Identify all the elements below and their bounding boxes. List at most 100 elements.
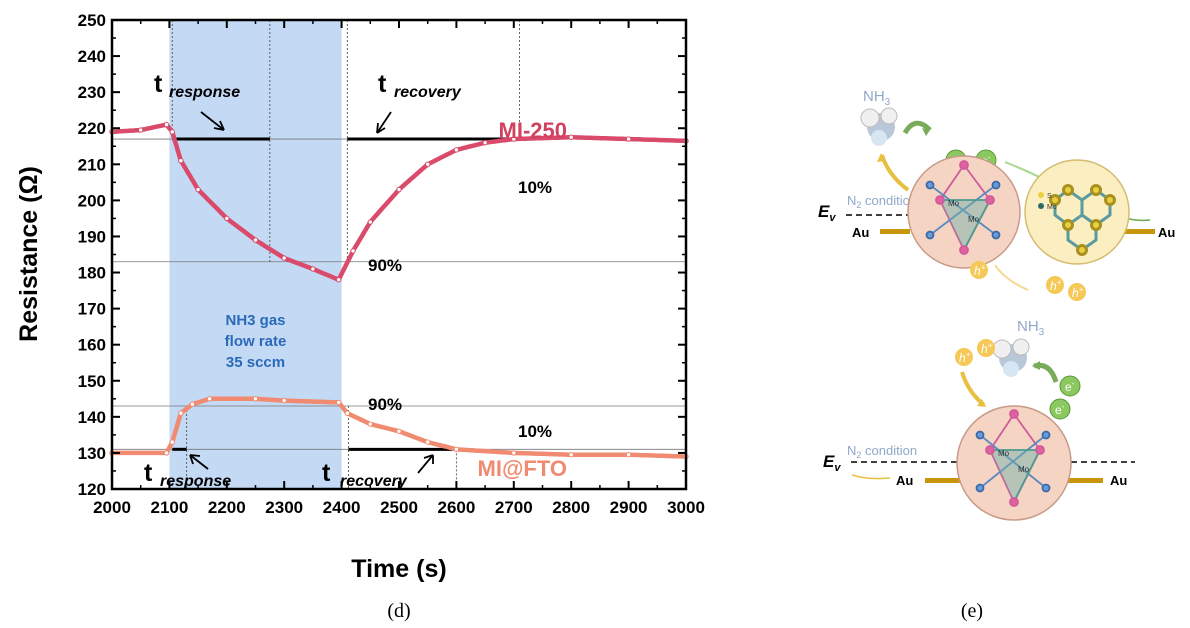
mo-cluster-icon (925, 160, 1001, 255)
bottom-response-arrowhead (189, 454, 201, 465)
au-electrode-right (1068, 478, 1103, 483)
data-point (367, 219, 373, 225)
x-tick-label: 2200 (208, 498, 246, 517)
hole-icon: h+ (977, 339, 995, 357)
ev-label-bottom: Ev (823, 452, 841, 474)
top-recovery-label: t recovery (378, 70, 462, 101)
mo-atom-label: Mo (998, 449, 1010, 458)
arrow-gas-to-electrons-icon (902, 120, 932, 135)
y-tick-label: 250 (78, 11, 106, 30)
data-point (425, 161, 431, 168)
top-response-arrow (200, 111, 225, 131)
au-label: Au (852, 225, 869, 240)
data-point (224, 215, 230, 222)
data-point (511, 136, 517, 142)
x-tick-label: 2800 (552, 498, 590, 517)
data-point (453, 147, 460, 153)
x-tick-label: 2500 (380, 498, 418, 517)
mo-atom-label: Mo (948, 199, 960, 208)
electron-icon: e- (1059, 375, 1081, 397)
nh3-flow-label-line: flow rate (225, 333, 287, 350)
gas-label-bottom: NH3 (1017, 318, 1045, 338)
hole-icon: h+ (1046, 276, 1064, 294)
svg-text:t: t (144, 459, 153, 487)
svg-text:recovery: recovery (340, 473, 408, 490)
svg-text:h+: h+ (1050, 278, 1062, 293)
data-point (568, 134, 574, 140)
au-label: Au (1158, 225, 1175, 240)
schematic-top: NH3 e- e- e- Ev N2 condition (818, 88, 1175, 301)
top-recovery-arrowhead (376, 122, 386, 134)
nh3-exposure-region (169, 20, 342, 489)
x-tick-label: 3000 (667, 498, 705, 517)
hole-icon: h+ (955, 348, 973, 366)
svg-text:e-: e- (1055, 402, 1065, 417)
svg-text:recovery: recovery (394, 84, 462, 101)
y-tick-label: 190 (78, 227, 106, 246)
y-tick-label: 240 (78, 47, 106, 66)
mo-cluster-icon (975, 409, 1051, 507)
top-recovery-arrow (376, 111, 392, 134)
bottom-response-arrow (189, 454, 209, 470)
x-axis-label: Time (s) (351, 555, 446, 583)
mos2-sphere (1024, 159, 1130, 265)
x-tick-label: 2900 (610, 498, 648, 517)
y-tick-label: 130 (78, 444, 106, 463)
gas-label-top: NH3 (863, 88, 891, 108)
series-layer (109, 121, 689, 460)
y-axis-label: Resistance (Ω) (15, 166, 43, 342)
mo-legend-label: Mo (1047, 204, 1057, 211)
au-label: Au (896, 473, 913, 488)
ev-label-top: Ev (818, 202, 836, 224)
bottom-ten-percent-label: 10% (518, 422, 552, 441)
top-ten-percent-label: 10% (518, 178, 552, 197)
bottom-recovery-arrowhead (423, 454, 434, 464)
data-point (336, 399, 342, 406)
y-tick-label: 220 (78, 119, 106, 138)
nh3-molecule-icon (992, 338, 1030, 377)
y-tick-label: 140 (78, 408, 106, 427)
s-legend-label: S (1047, 193, 1052, 200)
data-point (195, 186, 201, 193)
data-point (206, 396, 213, 402)
panel-label-e: (e) (961, 600, 983, 622)
x-tick-label: 2700 (495, 498, 533, 517)
data-point (189, 401, 196, 407)
hole-output-path-icon (851, 474, 891, 480)
data-point (625, 136, 632, 142)
data-point (568, 452, 574, 458)
data-point (367, 421, 373, 427)
schematic-panel: NH3 e- e- e- Ev N2 condition (818, 88, 1175, 521)
top-ninety-percent-label: 90% (368, 256, 402, 275)
y-tick-label: 180 (78, 264, 106, 283)
au-label: Au (1110, 473, 1127, 488)
data-point (350, 248, 356, 254)
bottom-ninety-percent-label: 90% (368, 395, 402, 414)
condition-label-bottom: N2 condition (847, 443, 917, 460)
data-point (169, 129, 175, 135)
svg-text:t: t (378, 70, 387, 98)
svg-text:response: response (169, 84, 240, 101)
top-response-label: t response (154, 70, 240, 101)
y-axis-ticks: 120 130 140 150 160 170 180 190 200 210 220 230 240 2… (78, 11, 686, 499)
au-electrode-left (925, 478, 960, 483)
data-point (310, 266, 316, 272)
nh3-flow-label-line: 35 sccm (226, 354, 285, 371)
x-tick-label: 2600 (437, 498, 475, 517)
svg-text:h+: h+ (959, 350, 971, 365)
nh3-flow-label-line: NH3 gas (225, 312, 285, 329)
data-point (178, 410, 184, 416)
data-point (163, 450, 170, 456)
data-point (336, 277, 342, 283)
annotation-arrows (189, 111, 434, 474)
y-tick-label: 120 (78, 480, 106, 499)
au-electrode-left (880, 229, 910, 234)
data-point (482, 139, 488, 146)
x-axis-ticks: 2000 2100 2200 2300 2400 2500 2600 2700 2800 2900… (93, 20, 705, 517)
svg-text:h+: h+ (974, 263, 986, 278)
svg-text:response: response (160, 473, 231, 490)
svg-text:e-: e- (1065, 379, 1075, 394)
x-tick-label: 2400 (323, 498, 361, 517)
top-response-arrowhead (213, 120, 225, 131)
